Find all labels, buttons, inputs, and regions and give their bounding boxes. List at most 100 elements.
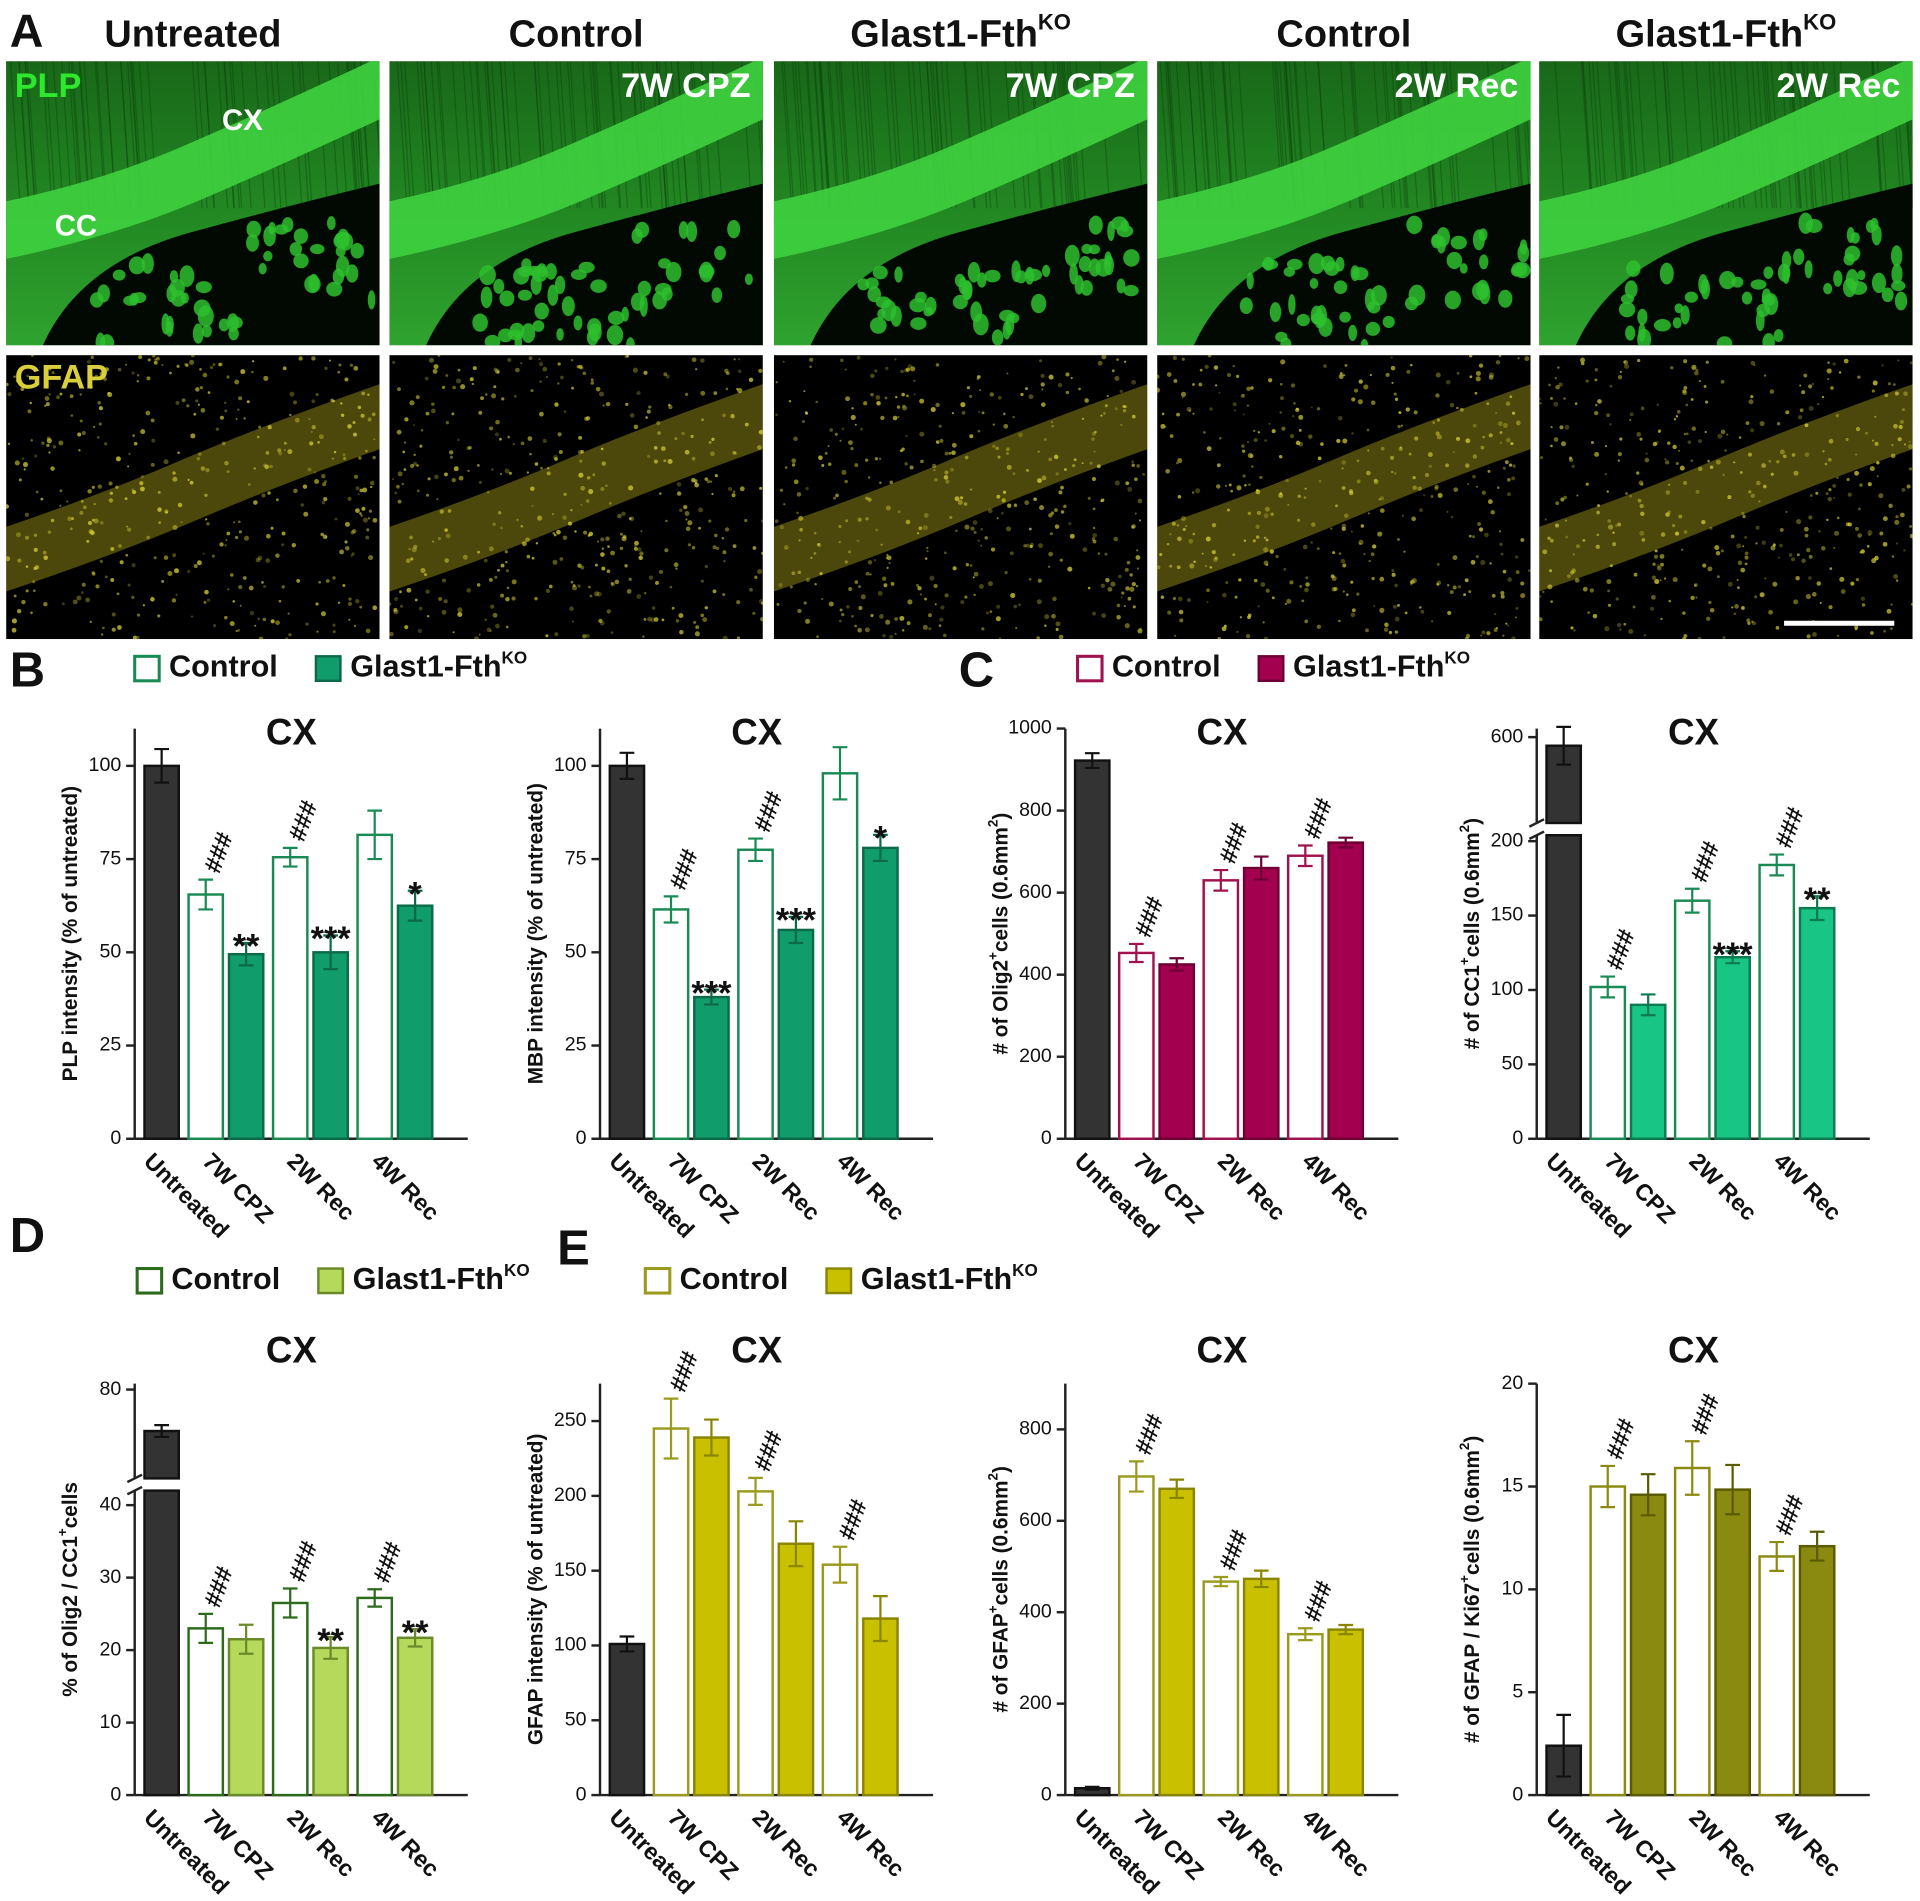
astrocyte [1081, 462, 1084, 465]
fiber-bundle [630, 292, 645, 311]
y-tick-label: 25 [565, 1034, 587, 1056]
astrocyte [1502, 569, 1507, 574]
astrocyte [457, 607, 463, 613]
astrocyte [340, 402, 343, 405]
astrocyte [1481, 490, 1486, 495]
astrocyte [1887, 382, 1891, 386]
astrocyte [324, 366, 328, 371]
y-tick-label: 1000 [1008, 717, 1052, 739]
astrocyte [1812, 632, 1817, 637]
fiber-bundle [1450, 235, 1467, 250]
astrocyte [1015, 626, 1018, 630]
astrocyte [1174, 634, 1177, 637]
astrocyte [1665, 490, 1671, 495]
astrocyte [368, 509, 373, 513]
y-label-part: # of GFAP / Ki67 [1461, 1583, 1484, 1743]
astrocyte [1520, 581, 1525, 586]
astrocyte [1502, 634, 1505, 637]
astrocyte [1253, 437, 1258, 443]
astrocyte [760, 519, 763, 523]
astrocyte [233, 521, 236, 524]
y-label-part: + [1457, 1575, 1472, 1583]
astrocyte [1650, 594, 1656, 600]
y-tick-label: 100 [89, 754, 122, 776]
astrocyte [128, 452, 131, 455]
astrocyte [1110, 581, 1116, 587]
fiber-bundle [367, 290, 376, 310]
astrocyte [646, 409, 651, 414]
error-bar [282, 1587, 298, 1619]
astrocyte [562, 515, 567, 520]
astrocyte [1207, 355, 1212, 358]
astrocyte [1549, 569, 1553, 573]
astrocyte [1677, 410, 1681, 414]
astrocyte [664, 548, 669, 553]
astrocyte [1477, 522, 1481, 526]
astrocyte [1268, 378, 1273, 383]
astrocyte [938, 424, 942, 428]
error-bar [323, 1635, 338, 1660]
bar [1286, 854, 1324, 1140]
astrocyte [1124, 360, 1127, 363]
astrocyte [357, 405, 362, 410]
astrocyte [189, 480, 194, 485]
micrograph [1539, 355, 1913, 640]
astrocyte [899, 615, 905, 621]
astrocyte [789, 585, 793, 589]
micrograph [6, 355, 380, 640]
astrocyte [636, 390, 641, 396]
astrocyte [1417, 486, 1422, 491]
astrocyte [1103, 412, 1106, 415]
fiber-bundle [1261, 259, 1279, 270]
fiber [404, 61, 416, 209]
astrocyte [485, 393, 488, 396]
astrocyte [1796, 553, 1800, 557]
fiber-bundle [607, 310, 625, 326]
astrocyte [661, 446, 666, 451]
astrocyte [151, 438, 156, 443]
astrocyte [610, 550, 615, 556]
astrocyte [684, 511, 690, 516]
astrocyte [1330, 527, 1333, 530]
astrocyte [797, 608, 802, 614]
astrocyte [1619, 437, 1623, 441]
fiber-bundle [1116, 278, 1126, 294]
astrocyte [851, 614, 854, 618]
astrocyte [1682, 611, 1686, 615]
astrocyte [1379, 607, 1385, 613]
astrocyte [754, 575, 758, 580]
astrocyte [516, 518, 519, 521]
astrocyte [803, 390, 806, 393]
astrocyte [1798, 415, 1803, 420]
astrocyte [1033, 497, 1037, 501]
astrocyte [1039, 359, 1042, 363]
astrocyte [1489, 562, 1492, 565]
astrocyte [1047, 565, 1051, 568]
astrocyte [1457, 585, 1461, 589]
astrocyte [213, 624, 217, 628]
bar [396, 904, 434, 1140]
astrocyte [922, 525, 928, 531]
region-label: CX [222, 104, 263, 137]
astrocyte [163, 555, 169, 560]
astrocyte [1682, 390, 1688, 396]
error-bar [1600, 1464, 1616, 1509]
astrocyte [150, 597, 155, 602]
astrocyte [1269, 549, 1275, 554]
astrocyte [796, 511, 799, 515]
astrocyte [1845, 437, 1849, 441]
fiber [1581, 61, 1593, 209]
astrocyte [104, 575, 108, 579]
astrocyte [1125, 586, 1130, 591]
fiber-bundle [1626, 260, 1641, 277]
astrocyte [924, 597, 927, 601]
astrocyte [945, 479, 950, 484]
astrocyte [1205, 536, 1211, 542]
astrocyte [636, 593, 642, 599]
astrocyte [1739, 471, 1743, 474]
astrocyte [1907, 444, 1913, 450]
astrocyte [399, 604, 404, 608]
astrocyte [1186, 406, 1192, 412]
astrocyte [238, 396, 243, 401]
fiber-bundle [1042, 264, 1051, 277]
